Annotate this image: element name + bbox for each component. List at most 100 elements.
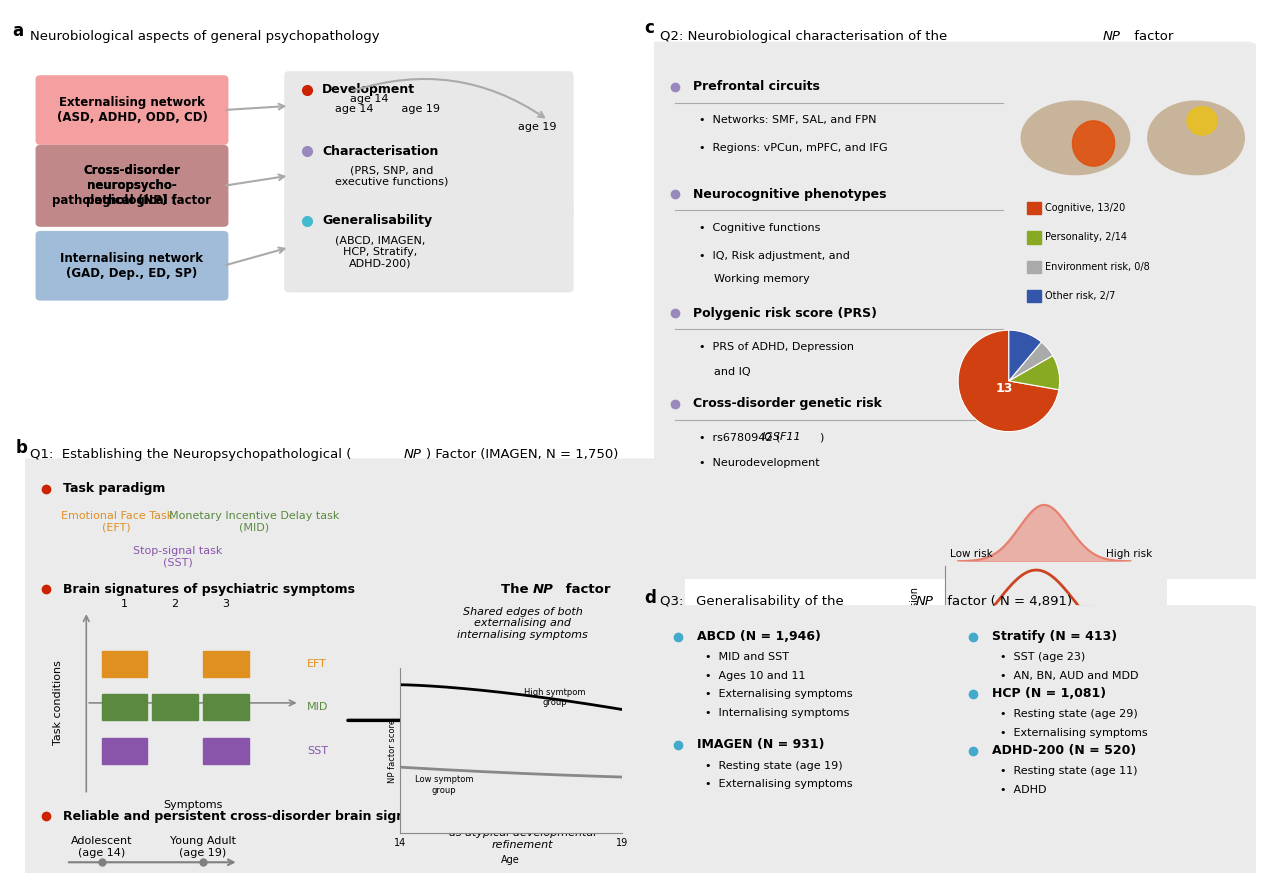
Text: Q2: Neurobiological characterisation of the: Q2: Neurobiological characterisation of … xyxy=(660,30,950,44)
Text: •  IQ, Risk adjustment, and: • IQ, Risk adjustment, and xyxy=(699,251,850,261)
Text: The: The xyxy=(501,583,533,596)
Text: Polygenic risk score (PRS): Polygenic risk score (PRS) xyxy=(693,307,877,320)
Text: 2: 2 xyxy=(171,599,179,609)
Text: High symtpom
group: High symtpom group xyxy=(524,688,586,707)
Text: •  AN, BN, AUD and MDD: • AN, BN, AUD and MDD xyxy=(1000,671,1138,681)
Wedge shape xyxy=(958,331,1058,431)
Bar xyxy=(152,694,198,720)
Wedge shape xyxy=(1009,342,1053,380)
Bar xyxy=(1028,290,1041,302)
Text: 1: 1 xyxy=(121,599,128,609)
Polygon shape xyxy=(1187,107,1217,135)
FancyBboxPatch shape xyxy=(284,71,574,141)
Text: Low risk: Low risk xyxy=(950,549,994,559)
Polygon shape xyxy=(1148,101,1244,175)
Text: factor: factor xyxy=(561,583,610,596)
Text: Brain signatures of psychiatric symptoms: Brain signatures of psychiatric symptoms xyxy=(63,583,355,596)
Y-axis label: NP factor score: NP factor score xyxy=(388,719,397,782)
Text: MID: MID xyxy=(307,702,329,712)
Text: Q1:  Establishing the Neuropsychopathological (: Q1: Establishing the Neuropsychopatholog… xyxy=(30,447,352,461)
Text: (ABCD, IMAGEN,
HCP, Stratify,
ADHD-200): (ABCD, IMAGEN, HCP, Stratify, ADHD-200) xyxy=(335,235,425,268)
Text: Personality, 2/14: Personality, 2/14 xyxy=(1046,233,1127,242)
Wedge shape xyxy=(1009,356,1060,389)
Text: Cross-disorder genetic risk: Cross-disorder genetic risk xyxy=(693,397,882,410)
Text: SST: SST xyxy=(307,746,329,756)
Text: age 14        age 19: age 14 age 19 xyxy=(335,104,440,114)
Text: NP: NP xyxy=(533,583,553,596)
Text: •  Regions: vPCun, mPFC, and IFG: • Regions: vPCun, mPFC, and IFG xyxy=(699,143,887,153)
Text: High risk: High risk xyxy=(1105,549,1152,559)
Text: Cross-disorder
neuropsycho-
pathological (NP) factor: Cross-disorder neuropsycho- pathological… xyxy=(52,164,212,208)
X-axis label: Age: Age xyxy=(1047,662,1066,672)
Text: adolescent: adolescent xyxy=(1104,644,1154,653)
Text: •  Externalising symptoms: • Externalising symptoms xyxy=(704,690,853,699)
Text: 13: 13 xyxy=(995,382,1013,395)
Text: •  Externalising symptoms: • Externalising symptoms xyxy=(704,779,853,789)
Text: adult: adult xyxy=(1131,634,1154,643)
Text: Task conditions: Task conditions xyxy=(53,660,63,746)
Text: Symptoms: Symptoms xyxy=(164,800,222,810)
Text: NP: NP xyxy=(916,595,934,609)
Text: Other risk, 2/7: Other risk, 2/7 xyxy=(1046,291,1115,301)
Text: b: b xyxy=(15,438,27,457)
Wedge shape xyxy=(1009,331,1042,380)
Text: Age: Age xyxy=(501,854,520,865)
Bar xyxy=(1028,201,1041,214)
Text: Q3:   Generalisability of the: Q3: Generalisability of the xyxy=(660,595,848,609)
Bar xyxy=(102,694,147,720)
Text: Development: Development xyxy=(322,83,415,96)
Text: HCP (N = 1,081): HCP (N = 1,081) xyxy=(992,687,1107,700)
Text: a: a xyxy=(13,22,24,40)
Text: •  ADHD: • ADHD xyxy=(1000,785,1047,795)
Text: NP: NP xyxy=(1103,30,1121,44)
Text: ) Factor (IMAGEN, N = 1,750): ) Factor (IMAGEN, N = 1,750) xyxy=(426,447,619,461)
Text: Internalising network
(GAD, Dep., ED, SP): Internalising network (GAD, Dep., ED, SP… xyxy=(61,252,203,280)
Text: (PRS, SNP, and
executive functions): (PRS, SNP, and executive functions) xyxy=(335,166,448,187)
Y-axis label: Expression: Expression xyxy=(909,586,919,639)
FancyBboxPatch shape xyxy=(15,458,685,882)
Text: IMAGEN (N = 931): IMAGEN (N = 931) xyxy=(697,739,825,751)
Text: ABCD (N = 1,946): ABCD (N = 1,946) xyxy=(697,630,821,643)
Text: •  Resting state (age 19): • Resting state (age 19) xyxy=(704,761,843,771)
FancyBboxPatch shape xyxy=(641,42,1259,591)
Text: Shared edges of both
externalising and
internalising symptoms: Shared edges of both externalising and i… xyxy=(457,607,589,640)
FancyBboxPatch shape xyxy=(284,202,574,292)
Bar xyxy=(102,650,147,677)
Text: Task paradigm: Task paradigm xyxy=(63,483,166,495)
Text: Adolescent
(age 14): Adolescent (age 14) xyxy=(71,836,132,858)
Text: Cross-disorder
neuropsycho-
pathological (: Cross-disorder neuropsycho- pathological… xyxy=(84,164,180,208)
Text: Stop-signal task
(SST): Stop-signal task (SST) xyxy=(133,545,222,568)
Text: Working memory: Working memory xyxy=(713,274,810,283)
Bar xyxy=(203,650,249,677)
Text: and IQ: and IQ xyxy=(713,367,750,377)
FancyBboxPatch shape xyxy=(36,75,228,145)
FancyBboxPatch shape xyxy=(641,605,1259,879)
Text: •  rs6780942 (: • rs6780942 ( xyxy=(699,432,780,442)
Text: Characterisation: Characterisation xyxy=(322,144,439,158)
Text: •  Cognitive functions: • Cognitive functions xyxy=(699,223,820,233)
Text: Neurocognitive phenotypes: Neurocognitive phenotypes xyxy=(693,188,886,200)
Text: IGSF11: IGSF11 xyxy=(761,432,802,442)
Text: •  MID and SST: • MID and SST xyxy=(704,652,789,662)
Text: •  SST (age 23): • SST (age 23) xyxy=(1000,652,1085,662)
Text: ADHD-200 (N = 520): ADHD-200 (N = 520) xyxy=(992,744,1137,757)
Text: NP: NP xyxy=(404,447,421,461)
Text: Cognitive, 13/20: Cognitive, 13/20 xyxy=(1046,203,1126,213)
Text: •  Networks: SMF, SAL, and FPN: • Networks: SMF, SAL, and FPN xyxy=(699,115,876,126)
Text: •  Ages 10 and 11: • Ages 10 and 11 xyxy=(704,671,806,681)
Text: •  Neurodevelopment: • Neurodevelopment xyxy=(699,457,820,468)
Text: The NP factor is manifested
as atypical developmental
refinement: The NP factor is manifested as atypical … xyxy=(445,816,600,850)
Text: 3: 3 xyxy=(222,599,230,609)
Text: Generalisability: Generalisability xyxy=(322,214,433,227)
Text: •  Internalising symptoms: • Internalising symptoms xyxy=(704,707,849,718)
Text: age 19: age 19 xyxy=(518,122,556,133)
FancyBboxPatch shape xyxy=(284,133,574,218)
Text: •  PRS of ADHD, Depression: • PRS of ADHD, Depression xyxy=(699,341,854,352)
Text: Environment risk, 0/8: Environment risk, 0/8 xyxy=(1046,262,1150,272)
Text: Externalising network
(ASD, ADHD, ODD, CD): Externalising network (ASD, ADHD, ODD, C… xyxy=(57,96,207,124)
Bar xyxy=(203,738,249,764)
Text: Reliable and persistent cross-disorder brain signature: Reliable and persistent cross-disorder b… xyxy=(63,810,443,823)
Text: factor: factor xyxy=(1129,30,1173,44)
Text: Low symptom
group: Low symptom group xyxy=(415,775,473,795)
Bar xyxy=(1028,231,1041,243)
